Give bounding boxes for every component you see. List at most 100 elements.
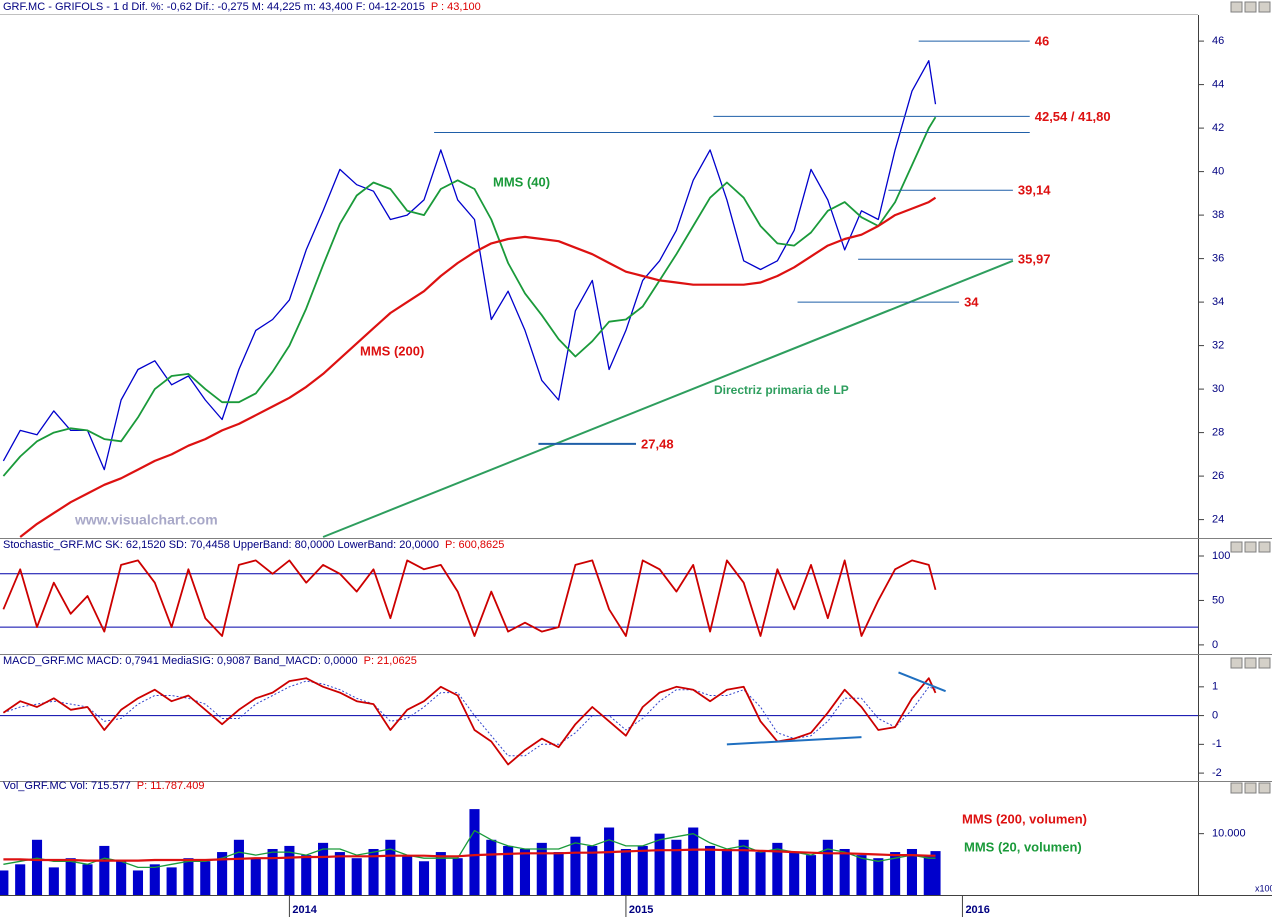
volume-bar bbox=[435, 852, 446, 895]
volume-bar bbox=[906, 848, 918, 895]
series-line bbox=[3, 848, 936, 862]
volume-bar bbox=[839, 848, 850, 895]
volume-bar bbox=[0, 870, 9, 895]
volume-bar bbox=[166, 867, 177, 895]
volume-bar bbox=[519, 848, 531, 895]
window-buttons bbox=[1230, 1, 1271, 794]
volume-bar bbox=[351, 858, 362, 895]
volume-bar bbox=[738, 839, 749, 895]
level-label: 46 bbox=[1035, 34, 1049, 49]
minimize-button[interactable] bbox=[1230, 1, 1243, 13]
panel-title: Vol_GRF.MC Vol: 715.577 bbox=[3, 780, 131, 792]
y-tick-label: 46 bbox=[1212, 35, 1224, 47]
series-line bbox=[2, 116, 937, 477]
series-label: MMS (20, volumen) bbox=[964, 839, 1082, 854]
volume-bar bbox=[890, 852, 901, 895]
close-button[interactable] bbox=[1258, 782, 1271, 794]
x-tick-label: 2016 bbox=[965, 904, 989, 916]
y-tick-label: 28 bbox=[1212, 427, 1224, 439]
volume-bar bbox=[183, 858, 194, 895]
volume-bar bbox=[65, 858, 76, 895]
close-button[interactable] bbox=[1258, 541, 1271, 553]
volume-bar bbox=[318, 842, 329, 895]
volume-bar bbox=[620, 848, 631, 895]
trend-line bbox=[322, 259, 1014, 538]
y-tick-label: 34 bbox=[1212, 296, 1224, 308]
volume-bar bbox=[805, 855, 817, 895]
volume-bar bbox=[418, 861, 430, 895]
divergence-line bbox=[726, 736, 862, 746]
volume-bar bbox=[923, 855, 934, 895]
volume-bar bbox=[149, 864, 160, 895]
volume-bar bbox=[587, 845, 598, 895]
x-tick-label: 2014 bbox=[292, 904, 317, 916]
y-tick-label: 24 bbox=[1212, 514, 1224, 526]
divergence-line bbox=[898, 671, 946, 693]
volume-bar bbox=[233, 839, 244, 895]
volume-bar bbox=[789, 852, 800, 895]
series-line bbox=[3, 680, 936, 757]
volume-bar bbox=[15, 864, 26, 895]
maximize-button[interactable] bbox=[1244, 782, 1257, 794]
volume-bar bbox=[99, 845, 110, 895]
level-label: 42,54 / 41,80 bbox=[1035, 109, 1111, 124]
y-tick-label: -1 bbox=[1212, 738, 1222, 750]
volume-bar bbox=[385, 839, 396, 895]
level-label: 35,97 bbox=[1018, 252, 1051, 267]
volume-bar bbox=[469, 809, 480, 895]
series-line bbox=[2, 677, 937, 766]
volume-bar bbox=[132, 870, 144, 895]
maximize-button[interactable] bbox=[1244, 657, 1257, 669]
volume-bar bbox=[334, 852, 345, 895]
maximize-button[interactable] bbox=[1244, 541, 1257, 553]
series-line bbox=[2, 559, 937, 637]
volume-bar bbox=[671, 839, 682, 895]
y-tick-label: 40 bbox=[1212, 166, 1224, 178]
minimize-button[interactable] bbox=[1230, 657, 1243, 669]
series-label: MMS (200) bbox=[360, 343, 424, 358]
volume-bar bbox=[402, 855, 413, 895]
volume-bar bbox=[721, 848, 732, 895]
volume-bar bbox=[688, 827, 699, 895]
y-tick-label: 38 bbox=[1212, 209, 1224, 221]
level-label: 27,48 bbox=[641, 436, 674, 451]
panel-title: MACD_GRF.MC MACD: 0,7941 MediaSIG: 0,908… bbox=[3, 655, 358, 667]
volume-bar bbox=[822, 839, 833, 895]
minimize-button[interactable] bbox=[1230, 782, 1243, 794]
series-label: MMS (40) bbox=[493, 174, 550, 189]
volume-bar bbox=[116, 861, 127, 895]
maximize-button[interactable] bbox=[1244, 1, 1257, 13]
series-line bbox=[19, 196, 937, 538]
y-tick-label: 36 bbox=[1212, 253, 1224, 265]
volume-bar bbox=[368, 848, 379, 895]
volume-bar bbox=[772, 842, 783, 895]
volume-bar bbox=[301, 855, 312, 895]
minimize-button[interactable] bbox=[1230, 541, 1243, 553]
y-tick-label: -2 bbox=[1212, 767, 1222, 779]
level-label: 34 bbox=[964, 295, 979, 310]
y-tick-label: 100 bbox=[1212, 550, 1230, 562]
volume-bar bbox=[705, 845, 716, 895]
watermark: www.visualchart.com bbox=[74, 512, 218, 528]
volume-bar bbox=[48, 867, 59, 895]
level-label: 39,14 bbox=[1018, 183, 1051, 198]
trend-line-label: Directriz primaria de LP bbox=[714, 383, 849, 397]
y-tick-label: 30 bbox=[1212, 383, 1224, 395]
volume-bar bbox=[570, 836, 581, 895]
volume-bar bbox=[250, 858, 261, 895]
volume-bar bbox=[553, 852, 564, 895]
y-tick-label: 0 bbox=[1212, 639, 1218, 651]
close-button[interactable] bbox=[1258, 657, 1271, 669]
y-tick-label: 10.000 bbox=[1212, 828, 1246, 840]
y-tick-label: 26 bbox=[1212, 470, 1224, 482]
y-tick-label: 50 bbox=[1212, 594, 1224, 606]
volume-bar bbox=[31, 839, 43, 895]
y-tick-label: 44 bbox=[1212, 79, 1224, 91]
volume-bar bbox=[217, 852, 228, 895]
y-tick-label: 0 bbox=[1212, 709, 1218, 721]
series-label: MMS (200, volumen) bbox=[962, 811, 1087, 826]
close-button[interactable] bbox=[1258, 1, 1271, 13]
y-tick-label: 1 bbox=[1212, 681, 1218, 693]
